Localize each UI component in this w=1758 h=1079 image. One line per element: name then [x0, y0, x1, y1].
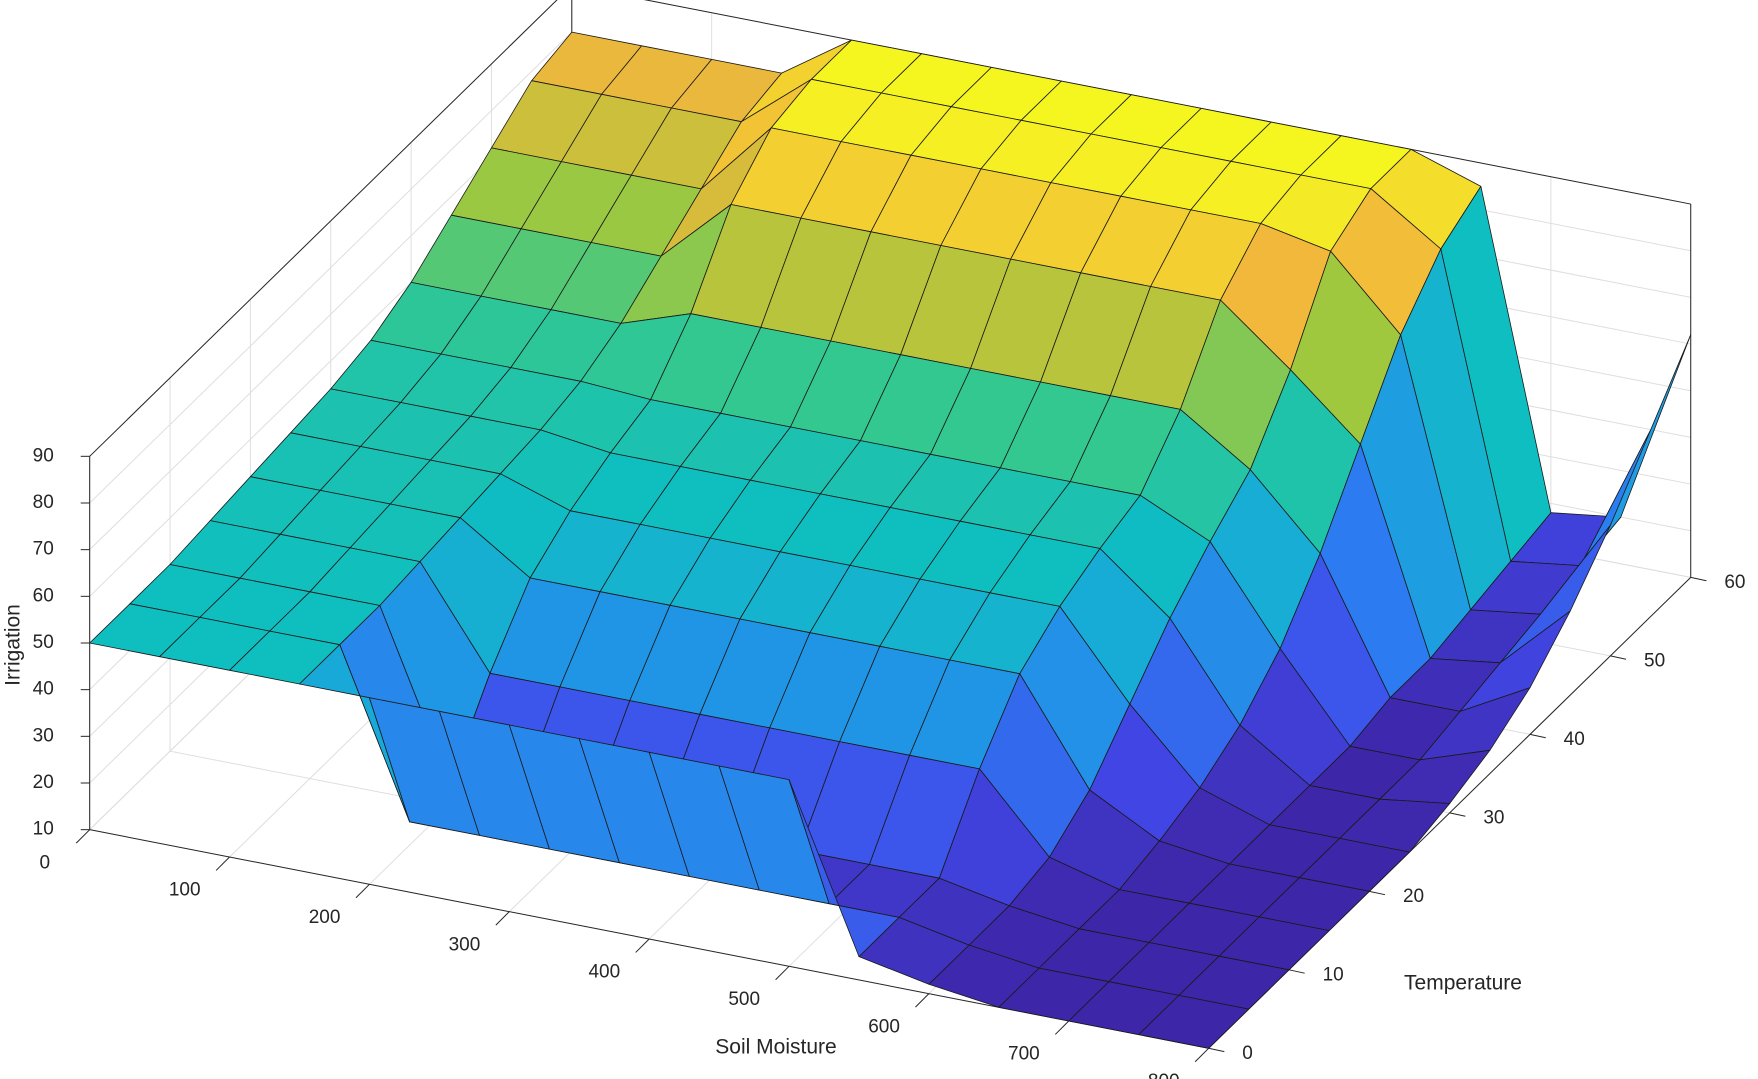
- tick-mark: [1208, 1047, 1225, 1053]
- tick-mark: [1610, 655, 1627, 660]
- y-tick-label: 50: [1644, 651, 1665, 672]
- axis-labels: 0 100 200 300 400 500 600 700 800 0 10 20 30 40 50 60 10…: [33, 445, 1746, 1079]
- x-tick-label: 400: [588, 962, 620, 983]
- tick-mark: [355, 883, 370, 899]
- tick-mark: [1449, 812, 1466, 817]
- z-tick-label: 10: [33, 819, 54, 840]
- z-tick-label: 50: [33, 632, 54, 653]
- tick-mark: [1194, 1047, 1209, 1063]
- z-tick-label: 70: [33, 539, 54, 560]
- axis-line: [89, 0, 558, 457]
- z-tick-label: 20: [33, 772, 54, 793]
- y-tick-label: 20: [1403, 886, 1424, 907]
- tick-mark: [1054, 1020, 1070, 1035]
- y-tick-label: 10: [1323, 964, 1344, 985]
- surface: [89, 31, 1692, 1049]
- x-axis-title: Soil Moisture: [715, 1036, 836, 1059]
- tick-mark: [1369, 890, 1386, 896]
- x-tick-label: 300: [449, 934, 481, 955]
- z-tick-label: 40: [33, 679, 54, 700]
- tick-mark: [1690, 576, 1707, 582]
- x-tick-label: 600: [868, 1016, 900, 1037]
- x-tick-label: 500: [728, 989, 760, 1010]
- x-tick-label: 800: [1148, 1071, 1180, 1079]
- tick-mark: [775, 965, 790, 981]
- tick-mark: [75, 829, 91, 844]
- z-tick-label: 60: [33, 585, 54, 606]
- z-axis-title: Irrigation: [2, 604, 25, 686]
- y-axis-title: Temperature: [1404, 972, 1522, 995]
- x-tick-label: 200: [309, 907, 341, 928]
- x-tick-label: 700: [1008, 1044, 1040, 1065]
- tick-mark: [215, 856, 230, 871]
- x-tick-label: 0: [40, 852, 51, 873]
- surface-patch: [1138, 995, 1250, 1049]
- x-tick-label: 100: [169, 880, 201, 901]
- tick-mark: [1529, 733, 1546, 739]
- z-tick-label: 30: [33, 725, 54, 746]
- grid-line: [89, 31, 573, 504]
- y-tick-label: 0: [1242, 1043, 1253, 1064]
- tick-mark: [495, 911, 510, 926]
- tick-mark: [915, 993, 930, 1008]
- y-tick-label: 30: [1483, 807, 1504, 828]
- y-tick-label: 60: [1724, 572, 1745, 593]
- tick-mark: [1288, 969, 1305, 974]
- z-tick-label: 80: [33, 492, 54, 513]
- tick-mark: [635, 938, 650, 953]
- y-tick-label: 40: [1564, 729, 1585, 750]
- z-tick-label: 90: [33, 445, 54, 466]
